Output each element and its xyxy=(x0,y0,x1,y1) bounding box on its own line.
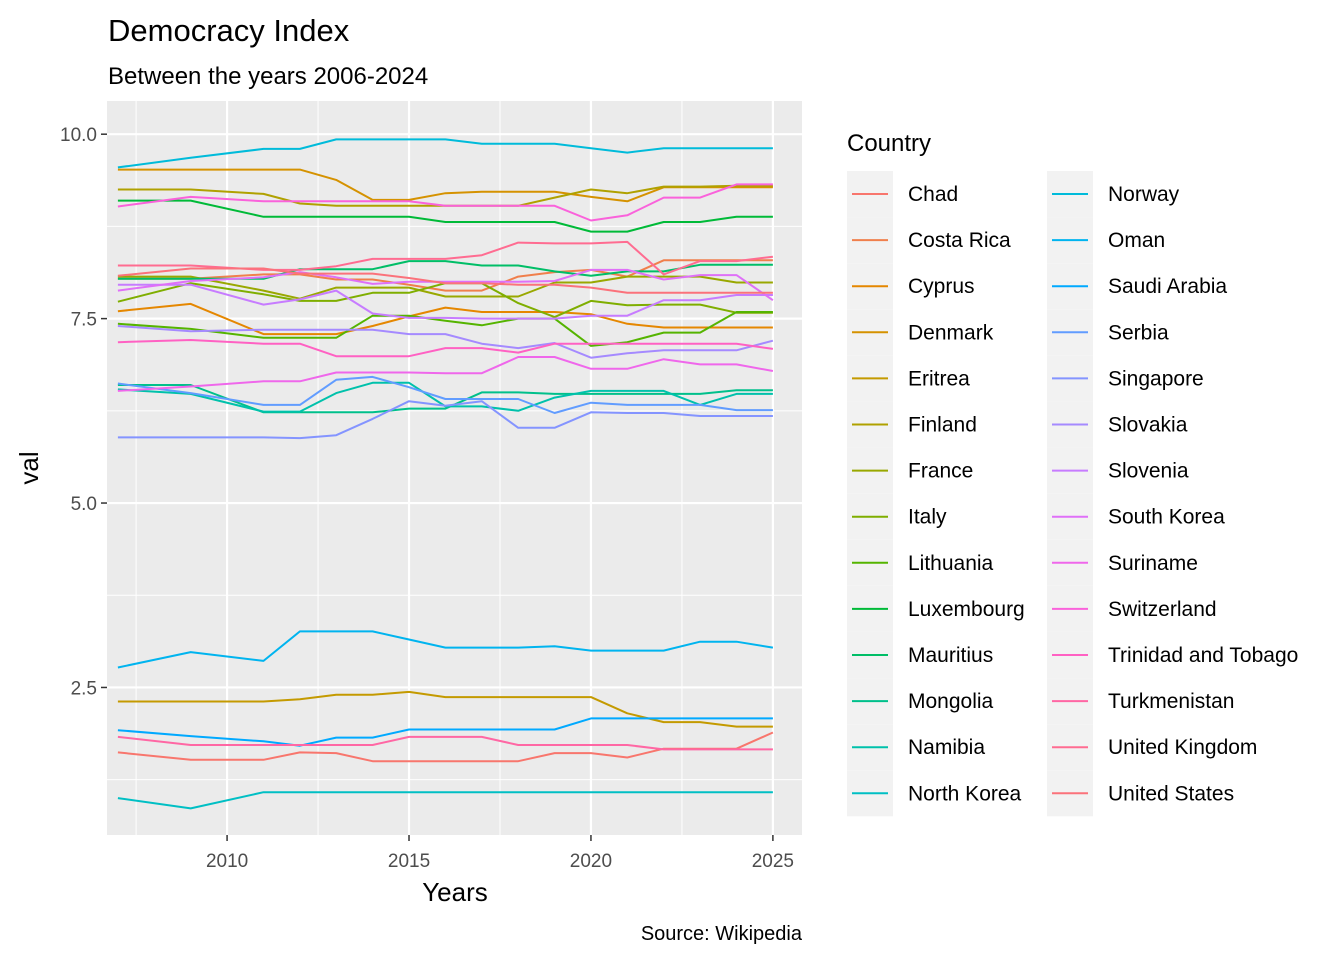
y-tick-label: 2.5 xyxy=(71,678,97,699)
series-lines xyxy=(117,138,774,810)
series-line-lithuania xyxy=(117,311,773,347)
chart-title: Democracy Index xyxy=(108,13,350,48)
series-line-oman xyxy=(117,630,774,669)
y-axis-title: val xyxy=(14,451,44,484)
gridlines xyxy=(107,101,802,835)
legend-title: Country xyxy=(847,130,931,157)
legend-label: Mauritius xyxy=(908,644,993,667)
legend-label: France xyxy=(908,460,973,483)
legend-label: Slovenia xyxy=(1108,460,1189,483)
plot-panel xyxy=(107,101,802,835)
legend-label: Lithuania xyxy=(908,552,994,575)
legend-label: South Korea xyxy=(1108,506,1225,529)
legend-label: Italy xyxy=(908,506,947,529)
series-line-switzerland xyxy=(117,183,773,222)
series-line-south-korea xyxy=(117,268,774,302)
legend-label: Serbia xyxy=(1108,321,1169,344)
x-axis-ticks: 2010 2015 2020 2025 xyxy=(206,835,794,872)
legend-label: Mongolia xyxy=(908,690,994,713)
series-line-eritrea xyxy=(117,690,773,728)
series-line-united-states xyxy=(117,267,773,294)
series-line-france xyxy=(117,275,773,300)
series-line-turkmenistan xyxy=(117,735,773,751)
legend-label: Suriname xyxy=(1108,552,1198,575)
series-line-namibia xyxy=(117,381,773,413)
legend-label: Cyprus xyxy=(908,275,975,298)
y-tick-label: 7.5 xyxy=(71,310,97,331)
series-line-singapore xyxy=(117,400,773,440)
legend-label: Saudi Arabia xyxy=(1108,275,1227,298)
y-tick-label: 5.0 xyxy=(71,494,97,515)
legend-label: Costa Rica xyxy=(908,229,1011,252)
legend-label: United Kingdom xyxy=(1108,736,1257,759)
series-line-united-kingdom xyxy=(117,240,774,276)
legend-label: Turkmenistan xyxy=(1108,690,1234,713)
legend-label: Slovakia xyxy=(1108,414,1188,437)
x-tick-label: 2020 xyxy=(570,851,612,872)
series-line-north-korea xyxy=(117,791,773,810)
x-tick-label: 2010 xyxy=(206,851,248,872)
series-line-luxembourg xyxy=(117,199,773,233)
series-line-suriname xyxy=(117,356,774,392)
legend-label: Denmark xyxy=(908,321,994,344)
legend-label: Norway xyxy=(1108,183,1180,206)
series-line-slovenia xyxy=(117,283,773,320)
legend-label: Singapore xyxy=(1108,367,1204,390)
series-line-trinidad-and-tobago xyxy=(117,339,774,358)
caption: Source: Wikipedia xyxy=(641,923,803,945)
series-line-norway xyxy=(117,138,773,169)
legend-label: Namibia xyxy=(908,736,985,759)
legend-label: Trinidad and Tobago xyxy=(1108,644,1298,667)
legend-label: United States xyxy=(1108,782,1234,805)
legend-label: Oman xyxy=(1108,229,1165,252)
legend-label: Finland xyxy=(908,414,977,437)
y-tick-label: 10.0 xyxy=(60,125,97,146)
legend: Chad Costa Rica Cyprus Denmark Eritrea Finlan… xyxy=(847,171,1298,817)
series-line-serbia xyxy=(117,375,773,414)
x-tick-label: 2025 xyxy=(752,851,794,872)
legend-label: Eritrea xyxy=(908,367,970,390)
legend-label: North Korea xyxy=(908,782,1022,805)
y-axis-ticks: 2.5 5.0 7.5 10.0 xyxy=(60,125,107,699)
series-line-slovakia xyxy=(117,325,774,359)
x-tick-label: 2015 xyxy=(388,851,430,872)
legend-label: Switzerland xyxy=(1108,598,1217,621)
chart-subtitle: Between the years 2006-2024 xyxy=(108,63,428,90)
legend-label: Luxembourg xyxy=(908,598,1025,621)
legend-label: Chad xyxy=(908,183,958,206)
series-line-cyprus xyxy=(117,302,773,336)
x-axis-title: Years xyxy=(422,877,488,907)
